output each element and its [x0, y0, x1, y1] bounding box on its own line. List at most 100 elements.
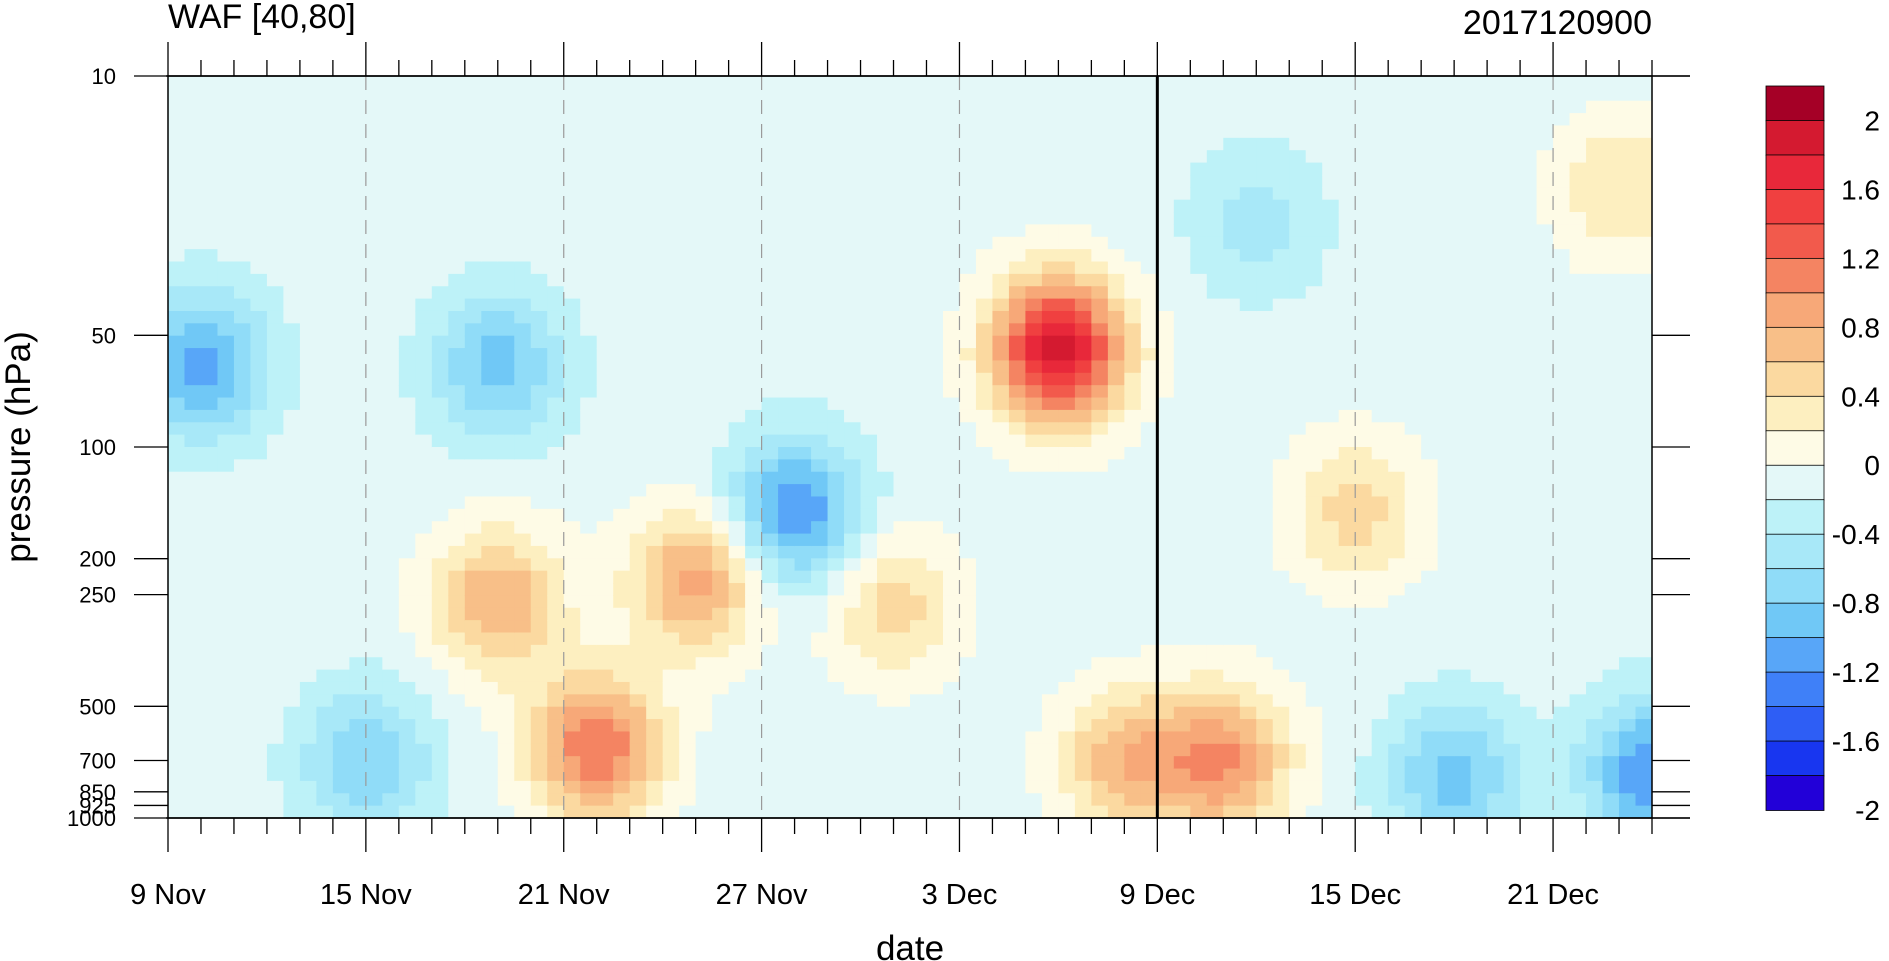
field-cell — [794, 496, 812, 510]
field-cell — [1239, 125, 1257, 139]
field-cell — [580, 558, 598, 572]
field-cell — [448, 249, 466, 263]
field-cell — [530, 484, 548, 498]
field-cell — [431, 657, 449, 671]
field-cell — [481, 434, 499, 448]
field-cell — [250, 224, 268, 238]
field-cell — [1520, 422, 1538, 436]
field-cell — [662, 620, 680, 634]
field-cell — [382, 496, 400, 510]
field-cell — [332, 459, 350, 473]
field-cell — [844, 273, 862, 287]
field-cell — [266, 669, 285, 683]
field-cell — [1173, 162, 1191, 176]
field-cell — [942, 669, 961, 683]
field-cell — [992, 422, 1010, 436]
field-cell — [1074, 570, 1092, 584]
field-cell — [1503, 212, 1521, 225]
field-cell — [365, 459, 383, 473]
field-cell — [316, 137, 334, 151]
field-cell — [1074, 459, 1092, 473]
field-cell — [1371, 459, 1389, 473]
field-cell — [266, 310, 285, 324]
field-cell — [580, 719, 598, 733]
field-cell — [299, 397, 317, 411]
field-cell — [1173, 187, 1191, 201]
field-cell — [992, 88, 1010, 102]
field-cell — [250, 583, 268, 596]
field-cell — [745, 348, 763, 362]
field-cell — [299, 174, 317, 188]
field-cell — [1173, 595, 1191, 609]
field-cell — [1107, 298, 1125, 312]
field-cell — [975, 793, 994, 807]
field-cell — [1074, 583, 1092, 596]
field-cell — [382, 780, 400, 794]
field-cell — [811, 694, 829, 708]
field-cell — [1404, 100, 1422, 114]
field-cell — [1058, 348, 1076, 362]
field-cell — [1388, 521, 1406, 535]
field-cell — [926, 360, 944, 374]
field-cell — [613, 583, 631, 596]
field-cell — [844, 545, 862, 559]
field-cell — [712, 323, 730, 337]
field-cell — [266, 644, 285, 658]
field-cell — [1520, 706, 1538, 720]
field-cell — [761, 323, 779, 337]
field-cell — [942, 249, 961, 263]
field-cell — [1388, 657, 1406, 671]
field-cell — [1322, 533, 1340, 547]
field-cell — [1041, 756, 1059, 770]
field-cell — [662, 632, 680, 646]
field-cell — [992, 298, 1010, 312]
field-cell — [662, 137, 680, 151]
field-cell — [316, 545, 334, 559]
field-cell — [283, 471, 301, 485]
field-cell — [233, 657, 252, 671]
field-cell — [1074, 434, 1092, 448]
field-cell — [1074, 224, 1092, 238]
field-cell — [1173, 434, 1191, 448]
field-cell — [827, 558, 845, 572]
field-cell — [299, 125, 317, 139]
field-cell — [431, 706, 449, 720]
field-cell — [1041, 793, 1059, 807]
field-cell — [893, 583, 911, 596]
field-cell — [563, 570, 581, 584]
field-cell — [530, 286, 548, 300]
field-cell — [662, 199, 680, 213]
field-cell — [1503, 484, 1521, 498]
field-cell — [1190, 422, 1208, 436]
field-cell — [316, 793, 334, 807]
field-cell — [1421, 150, 1439, 164]
field-cell — [1338, 323, 1356, 337]
field-cell — [1338, 335, 1356, 349]
field-cell — [745, 422, 763, 436]
field-cell — [1421, 780, 1439, 794]
field-cell — [1140, 348, 1158, 362]
field-cell — [877, 422, 895, 436]
field-cell — [233, 756, 252, 770]
field-cell — [481, 681, 499, 695]
field-cell — [299, 150, 317, 164]
field-cell — [1338, 793, 1356, 807]
field-cell — [497, 261, 515, 275]
field-cell — [910, 496, 928, 510]
field-cell — [844, 434, 862, 448]
field-cell — [168, 76, 186, 89]
field-cell — [1470, 199, 1488, 213]
field-cell — [761, 199, 779, 213]
field-cell — [811, 545, 829, 559]
field-cell — [811, 669, 829, 683]
field-cell — [1289, 212, 1307, 225]
field-cell — [712, 348, 730, 362]
field-cell — [415, 372, 433, 386]
field-cell — [1107, 434, 1125, 448]
field-cell — [1338, 298, 1356, 312]
field-cell — [1206, 273, 1224, 287]
field-cell — [1520, 150, 1538, 164]
field-cell — [992, 236, 1010, 250]
field-cell — [184, 508, 202, 522]
field-cell — [1470, 545, 1488, 559]
